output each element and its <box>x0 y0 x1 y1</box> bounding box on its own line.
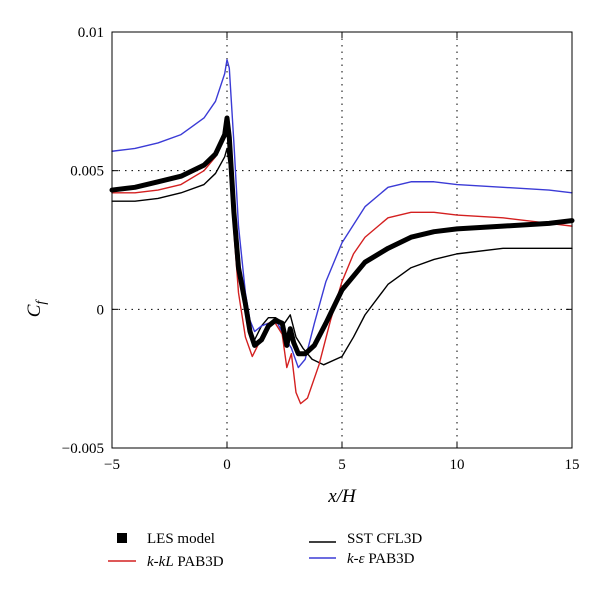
legend-label-kkl: k-kL PAB3D <box>147 554 224 570</box>
x-tick-label: 10 <box>450 457 465 473</box>
legend-item-kkl: k-kL PAB3D <box>108 554 224 570</box>
legend-label-keps: k-ε PAB3D <box>347 551 415 567</box>
y-tick-label: −0.005 <box>62 441 104 457</box>
legend-item-sst: SST CFL3D <box>309 531 422 547</box>
grid-lines <box>112 32 572 448</box>
series-line-k-pab3d <box>111 59 573 369</box>
legend-swatch-les <box>117 533 127 543</box>
legend-label-sst: SST CFL3D <box>347 531 422 547</box>
legend-label-les: LES model <box>147 531 215 547</box>
x-axis-title: x/H <box>327 486 357 507</box>
x-tick-label: 0 <box>223 457 231 473</box>
svg-text:Cf: Cf <box>24 299 49 318</box>
legend-item-les: LES model <box>117 531 215 547</box>
series-line-sst-cfl3d <box>111 147 573 366</box>
legend: LES model k-kL PAB3D SST CFL3D k-ε PAB3D <box>108 531 422 570</box>
axis-ticks: −5 0 5 10 15 −0.005 0 0.005 0.01 <box>62 25 580 473</box>
y-axis-title: Cf <box>24 299 49 318</box>
series-lines <box>109 59 575 405</box>
x-tick-label: −5 <box>104 457 120 473</box>
legend-item-keps: k-ε PAB3D <box>309 551 415 567</box>
x-tick-label: 15 <box>565 457 580 473</box>
series-line-les-model <box>109 115 575 357</box>
y-tick-label: 0.005 <box>70 164 104 180</box>
x-tick-label: 5 <box>338 457 346 473</box>
y-tick-label: 0 <box>97 302 105 318</box>
y-tick-label: 0.01 <box>78 25 104 41</box>
